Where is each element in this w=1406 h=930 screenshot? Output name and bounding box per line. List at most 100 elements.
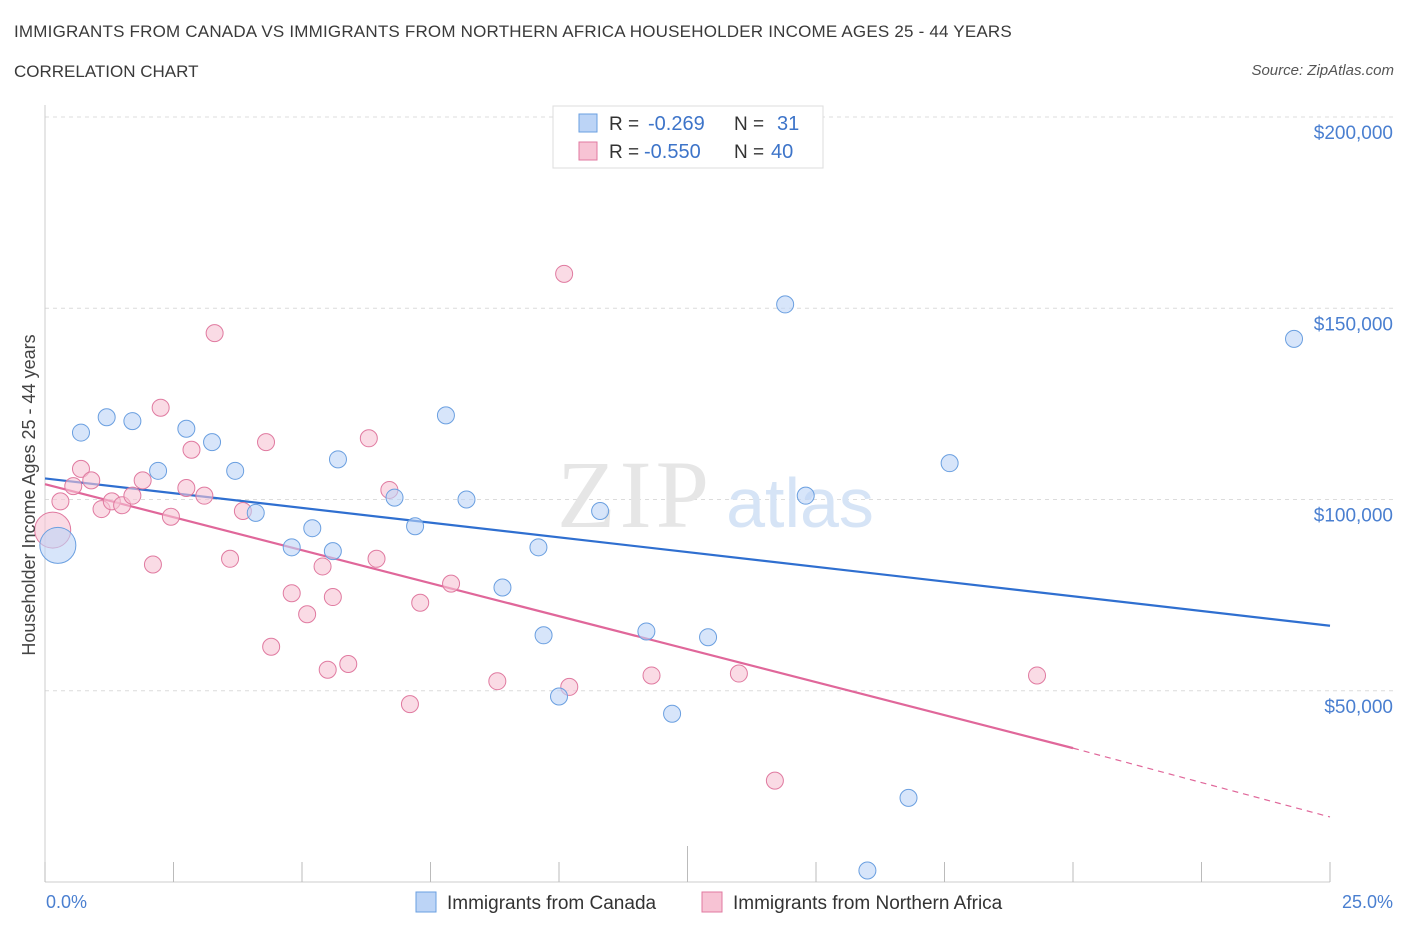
point-africa bbox=[765, 771, 784, 790]
point-canada bbox=[699, 628, 718, 647]
point-africa bbox=[123, 486, 142, 505]
y-tick-label: $100,000 bbox=[1314, 506, 1393, 527]
point-africa bbox=[318, 660, 337, 679]
point-africa bbox=[177, 479, 196, 498]
point-canada bbox=[776, 295, 795, 314]
point-canada bbox=[177, 419, 196, 438]
chart-title: IMMIGRANTS FROM CANADA VS IMMIGRANTS FRO… bbox=[14, 22, 1012, 41]
point-africa bbox=[298, 605, 317, 624]
legend-swatch-africa bbox=[578, 141, 598, 161]
point-africa bbox=[82, 471, 101, 490]
point-canada bbox=[406, 517, 425, 536]
tick-labels: $50,000 $100,000 $150,000 $200,000 0.0% 25.0% bbox=[46, 123, 1393, 912]
point-canada bbox=[899, 788, 918, 807]
point-africa bbox=[133, 471, 152, 490]
point-canada bbox=[534, 626, 553, 645]
point-canada bbox=[149, 461, 168, 480]
point-canada bbox=[1285, 329, 1304, 348]
point-africa bbox=[151, 398, 170, 417]
point-canada bbox=[493, 578, 512, 597]
point-africa bbox=[161, 507, 180, 526]
legend-swatch-canada bbox=[578, 113, 598, 133]
point-africa bbox=[221, 549, 240, 568]
point-africa bbox=[205, 324, 224, 343]
point-canada bbox=[282, 538, 301, 557]
point-africa bbox=[323, 588, 342, 607]
point-africa bbox=[282, 584, 301, 603]
legend-r-label-canada: R = bbox=[609, 114, 639, 135]
point-africa bbox=[729, 664, 748, 683]
point-africa bbox=[339, 654, 358, 673]
legend-n-value-africa: 40 bbox=[771, 141, 793, 163]
chart-subtitle: CORRELATION CHART bbox=[14, 62, 199, 81]
point-canada bbox=[39, 526, 77, 564]
watermark: ZIP atlas bbox=[557, 441, 874, 548]
point-canada bbox=[203, 433, 222, 452]
stats-legend: R = -0.269 N = 31 R = -0.550 N = 40 bbox=[552, 105, 824, 169]
point-africa bbox=[257, 433, 276, 452]
point-africa bbox=[182, 440, 201, 459]
point-canada bbox=[457, 490, 476, 509]
point-canada bbox=[71, 423, 90, 442]
point-africa bbox=[367, 549, 386, 568]
grid-lines bbox=[45, 116, 1395, 692]
trend-line-africa bbox=[44, 483, 1074, 750]
trend-line-africa-extension bbox=[1072, 747, 1331, 818]
legend-r-value-canada: -0.269 bbox=[648, 113, 705, 135]
point-africa bbox=[1028, 666, 1047, 685]
point-africa bbox=[71, 459, 90, 478]
data-points bbox=[34, 264, 1304, 880]
legend-n-label-canada: N = bbox=[734, 114, 764, 135]
point-canada bbox=[97, 408, 116, 427]
point-canada bbox=[226, 461, 245, 480]
axes bbox=[44, 105, 1331, 883]
point-africa bbox=[143, 555, 162, 574]
series-legend-swatch-canada bbox=[415, 891, 437, 913]
point-africa bbox=[64, 477, 83, 496]
point-canada bbox=[436, 406, 455, 425]
point-canada bbox=[858, 861, 877, 880]
point-canada bbox=[123, 412, 142, 431]
y-tick-label: $50,000 bbox=[1324, 697, 1393, 718]
trend-lines bbox=[44, 477, 1331, 818]
source-label: Source: ZipAtlas.com bbox=[1251, 62, 1394, 79]
y-tick-label: $150,000 bbox=[1314, 314, 1393, 335]
legend-n-value-canada: 31 bbox=[777, 113, 799, 135]
point-canada bbox=[385, 488, 404, 507]
point-canada bbox=[303, 519, 322, 538]
trend-line-canada bbox=[44, 477, 1331, 627]
series-legend-label-canada: Immigrants from Canada bbox=[447, 893, 657, 914]
point-canada bbox=[328, 450, 347, 469]
point-canada bbox=[323, 542, 342, 561]
series-legend: Immigrants from Canada Immigrants from N… bbox=[415, 891, 1003, 914]
series-legend-label-africa: Immigrants from Northern Africa bbox=[733, 893, 1003, 914]
point-africa bbox=[195, 486, 214, 505]
point-africa bbox=[488, 672, 507, 691]
legend-r-value-africa: -0.550 bbox=[644, 141, 701, 163]
point-canada bbox=[550, 687, 568, 706]
watermark-zip: ZIP bbox=[557, 441, 713, 548]
point-africa bbox=[313, 557, 332, 576]
point-canada bbox=[663, 704, 682, 723]
point-canada bbox=[637, 622, 656, 641]
point-africa bbox=[262, 637, 281, 656]
x-tick-label: 0.0% bbox=[46, 892, 87, 912]
point-canada bbox=[940, 454, 959, 473]
point-africa bbox=[555, 264, 574, 283]
legend-n-label-africa: N = bbox=[734, 142, 764, 163]
watermark-atlas: atlas bbox=[726, 464, 874, 542]
point-africa bbox=[642, 666, 661, 685]
point-canada bbox=[591, 501, 610, 520]
point-canada bbox=[246, 503, 265, 522]
x-tick-label: 25.0% bbox=[1342, 892, 1393, 912]
point-africa bbox=[400, 695, 419, 714]
point-canada bbox=[796, 486, 815, 505]
series-legend-swatch-africa bbox=[701, 891, 723, 913]
y-tick-label: $200,000 bbox=[1314, 123, 1393, 144]
point-africa bbox=[51, 492, 70, 511]
point-africa bbox=[411, 593, 430, 612]
point-africa bbox=[359, 429, 378, 448]
legend-r-label-africa: R = bbox=[609, 142, 639, 163]
point-africa bbox=[442, 574, 461, 593]
